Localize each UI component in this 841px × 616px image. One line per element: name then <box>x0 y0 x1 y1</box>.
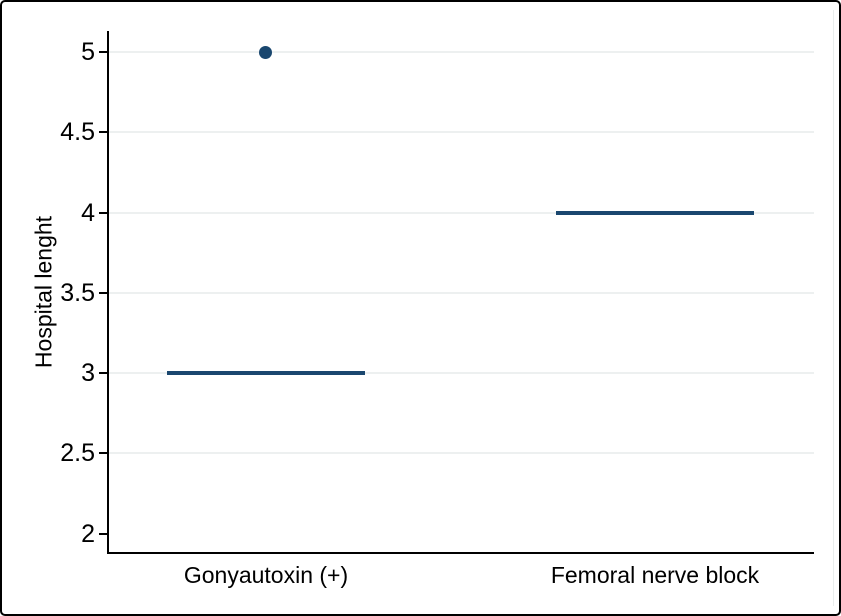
x-axis-line <box>107 552 814 554</box>
figure-inner-edge <box>833 10 834 606</box>
gridline <box>107 131 814 134</box>
y-axis-line <box>107 31 109 554</box>
gridline <box>107 452 814 455</box>
x-category-label: Femoral nerve block <box>550 562 760 588</box>
y-tick-mark <box>99 532 107 535</box>
y-tick-mark <box>99 211 107 214</box>
y-tick-label: 2 <box>81 519 95 548</box>
y-tick-label: 2.5 <box>60 439 95 468</box>
y-tick-mark <box>99 131 107 134</box>
gridline <box>107 211 814 214</box>
y-tick-mark <box>99 51 107 54</box>
outlier-dot <box>258 45 272 59</box>
median-line <box>167 371 365 376</box>
median-line <box>556 210 754 215</box>
y-tick-label: 4.5 <box>60 118 95 147</box>
x-category-label: Gonyautoxin (+) <box>183 562 349 588</box>
y-tick-label: 5 <box>81 38 95 67</box>
gridline <box>107 51 814 54</box>
gridline <box>107 372 814 375</box>
y-tick-label: 4 <box>81 198 95 227</box>
y-tick-mark <box>99 291 107 294</box>
y-tick-label: 3.5 <box>60 278 95 307</box>
gridline <box>107 291 814 294</box>
y-tick-label: 3 <box>81 359 95 388</box>
y-tick-mark <box>99 372 107 375</box>
y-tick-mark <box>99 452 107 455</box>
